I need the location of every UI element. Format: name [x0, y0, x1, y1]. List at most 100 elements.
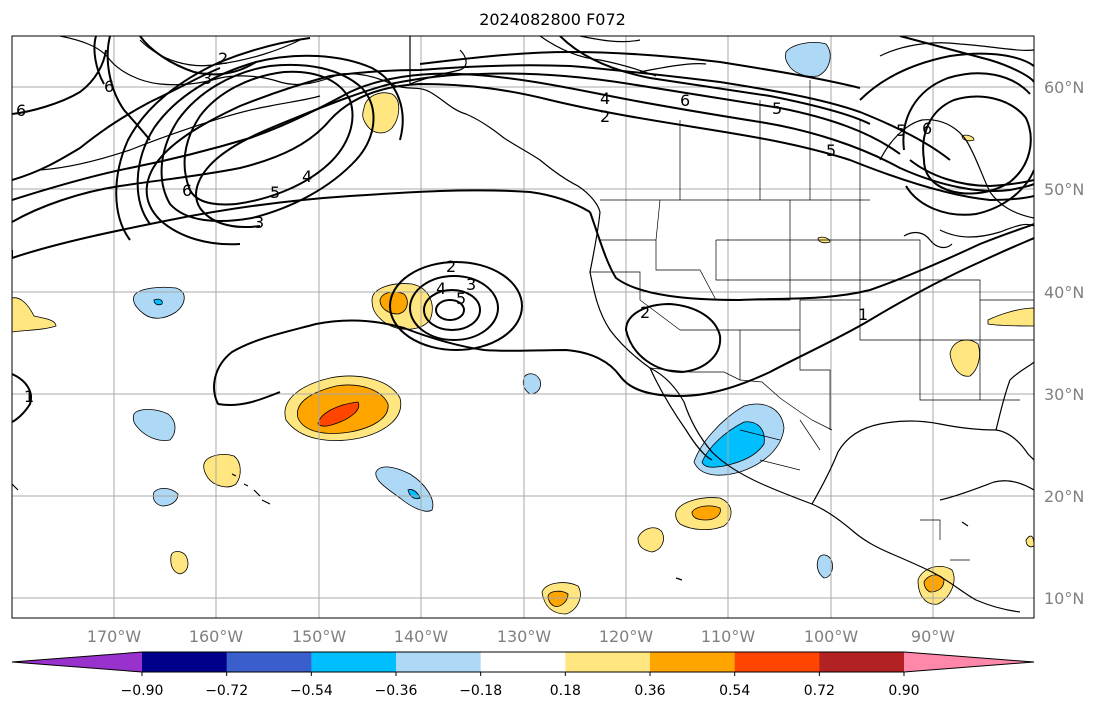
colorbar-tick-label: 0.90: [888, 683, 919, 699]
contour-label: 6: [922, 119, 932, 138]
coastline-hawaii-1: [231, 473, 271, 505]
lon-tick-label: 110°W: [701, 627, 756, 646]
colorbar-segment: [142, 652, 228, 672]
contour-alaska-low-2: [160, 63, 375, 223]
contour-alaska-low-4: [115, 37, 311, 241]
latitude-ticks: 60°N 50°N 40°N 30°N 20°N 10°N: [1044, 78, 1084, 608]
colorbar-tick-label: 0.18: [550, 683, 581, 699]
colorbar-segment: [480, 652, 566, 672]
graticule: [12, 36, 1034, 618]
contour-label: 3: [254, 213, 264, 232]
colorbar-segment: [226, 652, 312, 672]
coastline-alaska: [59, 36, 601, 213]
lat-tick-label: 10°N: [1044, 589, 1084, 608]
colorbar-extend-max: [904, 652, 1034, 672]
anomaly-orange-south-pacific: [547, 590, 569, 607]
contour-hudson-low-1: [922, 95, 1032, 195]
anomaly-positive-hawaii: [203, 454, 241, 488]
contour-label: 2: [218, 49, 228, 68]
contour-label: 2: [640, 303, 650, 322]
contour-hudson-low-4: [899, 36, 1034, 83]
anomaly-shading: [12, 42, 1034, 615]
anomaly-positive-east-edge-2: [1025, 535, 1034, 548]
anomaly-positive-gulf-alaska: [362, 92, 400, 134]
contour-west-edge: [12, 373, 32, 423]
border-mexico-states: [739, 419, 970, 561]
lon-tick-label: 130°W: [497, 627, 552, 646]
contour-label: 5: [270, 183, 280, 202]
contour-label: 5: [456, 289, 466, 308]
anomaly-negative-east-hawaii: [375, 466, 434, 512]
anomaly-negative-arctic: [785, 42, 831, 77]
colorbar-tick-label: −0.54: [290, 683, 333, 699]
contour-hudson-low-3: [859, 52, 1034, 101]
contour-jet-5: [12, 50, 861, 181]
contour-label: 4: [302, 167, 312, 186]
contour-jet-2: [12, 72, 1034, 201]
coastline-east-canada: [939, 223, 1034, 238]
lat-tick-label: 20°N: [1044, 487, 1084, 506]
contour-jet-1: [12, 82, 1034, 223]
contour-label: 5: [772, 99, 782, 118]
colorbar: −0.90 −0.72 −0.54 −0.36 −0.18 0.18 0.36 0.54 0.7…: [11, 651, 1035, 699]
colorbar-tick-label: 0.36: [634, 683, 665, 699]
contour-jet-4: [145, 64, 951, 246]
contour-label: 6: [182, 181, 192, 200]
contour-pacific-trough: [12, 189, 1034, 302]
coastline-west-us: [589, 211, 1021, 613]
lat-tick-label: 40°N: [1044, 283, 1084, 302]
contour-hudson-low-2: [902, 72, 1034, 216]
contour-bering-1: [106, 36, 151, 141]
coastline-yucatan: [939, 480, 1034, 501]
anomaly-positive-east-pacific: [637, 527, 664, 553]
contour-label: 4: [436, 279, 446, 298]
coastline-yukon: [409, 36, 467, 85]
contour-label: 5: [826, 141, 836, 160]
anomaly-negative-west-hawaii: [132, 409, 176, 441]
anomaly-negative-south-hawaii: [152, 488, 179, 507]
anomaly-negative-central-america: [816, 554, 833, 579]
contour-alaska-low-1: [183, 70, 354, 206]
colorbar-tick-label: −0.72: [205, 683, 248, 699]
contour-label: 3: [202, 69, 212, 88]
colorbar-segment: [565, 652, 651, 672]
border-canada-provinces: [679, 80, 861, 200]
lon-tick-label: 170°W: [87, 627, 142, 646]
colorbar-segment: [396, 652, 482, 672]
colorbar-segment: [650, 652, 736, 672]
anomaly-positive-east-edge: [987, 307, 1034, 327]
contour-jet-6: [559, 36, 871, 125]
height-contours: [12, 36, 1034, 423]
colorbar-segment: [819, 652, 905, 672]
contour-bering-3: [139, 36, 257, 76]
colorbar-segment: [311, 652, 397, 672]
anomaly-orange-central-america: [923, 574, 945, 593]
lon-tick-label: 140°W: [394, 627, 449, 646]
coastlines: [12, 36, 1034, 613]
lat-tick-label: 30°N: [1044, 385, 1084, 404]
coastline-aleutians: [39, 95, 321, 171]
lon-tick-label: 120°W: [599, 627, 654, 646]
contour-label: 1: [858, 305, 868, 324]
colorbar-segment: [734, 652, 820, 672]
contour-label: 4: [600, 89, 610, 108]
lat-tick-label: 60°N: [1044, 78, 1084, 97]
map-frame: [11, 35, 1035, 619]
coastline-islands-small: [12, 483, 969, 581]
anomaly-positive-southeast-us: [949, 339, 980, 377]
anomaly-red-central-pacific: [317, 401, 360, 427]
colorbar-tick-label: 0.72: [804, 683, 835, 699]
contour-label: 6: [16, 101, 26, 120]
coastline-florida: [995, 361, 1034, 431]
contour-label: 2: [446, 257, 456, 276]
coastline-baja: [649, 367, 713, 461]
contour-low-center-1: [435, 299, 465, 321]
anomaly-negative-off-california: [522, 373, 541, 395]
lon-tick-label: 90°W: [911, 627, 955, 646]
anomaly-negative-north-hawaii-core: [153, 298, 163, 306]
contour-southwest-low: [624, 302, 722, 374]
contour-label: 2: [600, 107, 610, 126]
coastline-gulf-mexico: [811, 420, 1034, 505]
